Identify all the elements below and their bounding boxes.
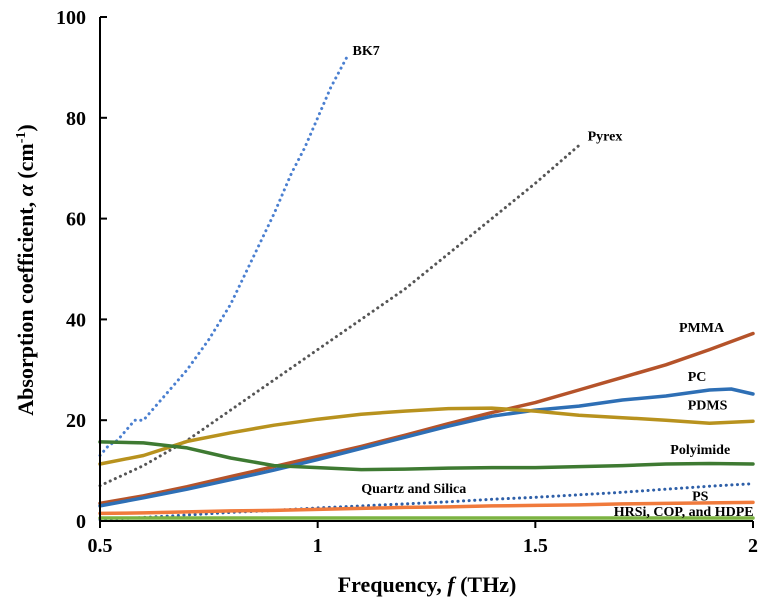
y-axis-title: Absorption coefficient, α (cm-1) bbox=[13, 124, 38, 415]
series-label-quartz-and-silica: Quartz and Silica bbox=[361, 482, 466, 497]
series-label-polyimide: Polyimide bbox=[670, 443, 730, 458]
series-label-bk7: BK7 bbox=[353, 44, 380, 59]
x-tick-label: 0.5 bbox=[88, 535, 113, 557]
series-layer bbox=[98, 53, 755, 521]
series-line-ps bbox=[98, 500, 755, 516]
y-tick-label: 0 bbox=[76, 511, 86, 533]
series-line-pyrex bbox=[98, 144, 581, 488]
y-tick-label: 60 bbox=[66, 209, 86, 231]
series-label-hrsi-cop-and-hdpe: HRSi, COP, and HDPE bbox=[614, 505, 754, 520]
series-label-pmma: PMMA bbox=[679, 321, 725, 336]
series-label-ps: PS bbox=[692, 489, 709, 504]
y-tick-label: 100 bbox=[56, 7, 86, 29]
x-tick-label: 1 bbox=[313, 535, 323, 557]
series-line-pc bbox=[98, 387, 755, 508]
series-label-pc: PC bbox=[688, 370, 707, 385]
series-label-pdms: PDMS bbox=[688, 399, 728, 414]
y-tick-label: 40 bbox=[66, 309, 86, 331]
x-tick-label: 2 bbox=[748, 535, 758, 557]
series-line-polyimide bbox=[98, 440, 755, 472]
series-line-pdms bbox=[98, 406, 755, 466]
series-line-pmma bbox=[98, 331, 755, 506]
y-tick-label: 20 bbox=[66, 410, 86, 432]
axes bbox=[99, 17, 753, 522]
x-axis-title: Frequency, f (THz) bbox=[338, 572, 517, 597]
series-label-pyrex: Pyrex bbox=[588, 130, 623, 145]
series-label-layer: BK7 Pyrex PMMA PC PDMS Polyimide Quartz and Si… bbox=[353, 44, 754, 520]
series-line-bk7 bbox=[98, 53, 350, 457]
y-tick-label: 80 bbox=[66, 108, 86, 130]
x-tick-label: 1.5 bbox=[523, 535, 548, 557]
